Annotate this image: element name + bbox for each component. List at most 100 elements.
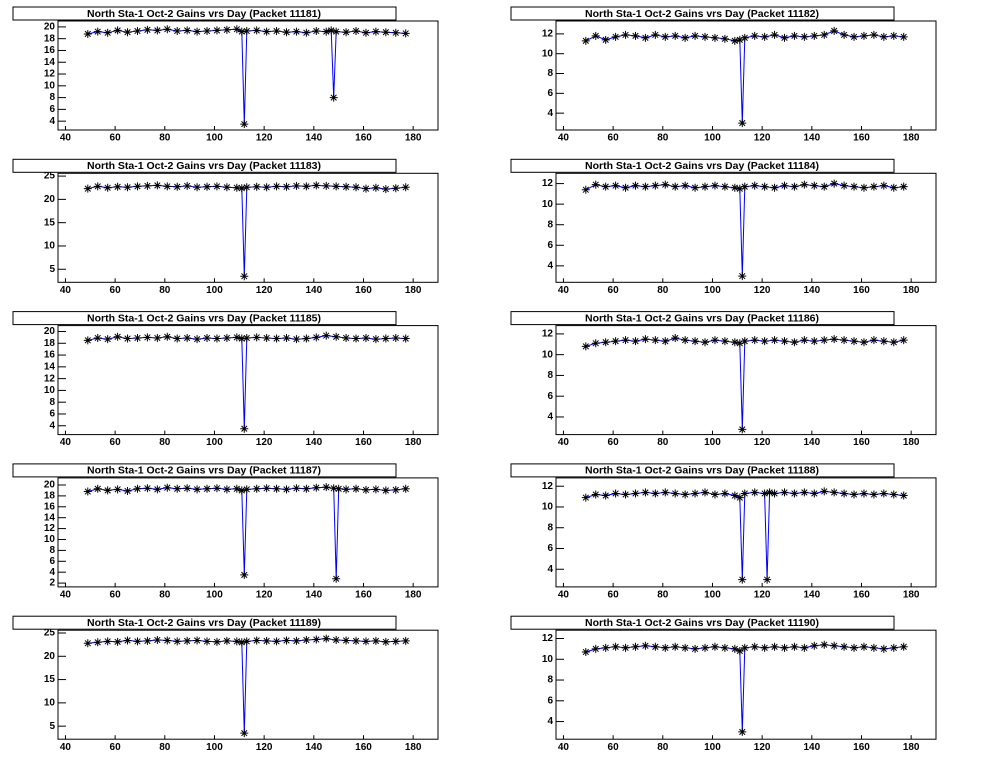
x-tick-label: 60 [110, 590, 122, 601]
x-tick-label: 120 [256, 742, 273, 753]
y-tick-label: 12 [542, 633, 554, 644]
marker [361, 184, 370, 193]
marker [282, 485, 291, 494]
marker [671, 489, 680, 498]
x-tick-label: 60 [608, 285, 620, 296]
marker [631, 642, 640, 651]
marker [83, 639, 92, 648]
y-tick-label: 5 [49, 721, 55, 732]
marker [143, 636, 152, 645]
marker [371, 27, 380, 36]
y-tick-label: 25 [44, 628, 56, 639]
marker [591, 490, 600, 499]
marker [859, 489, 868, 498]
marker [143, 181, 152, 190]
marker [163, 25, 172, 34]
marker [93, 333, 102, 342]
y-tick-label: 6 [49, 409, 55, 420]
marker [262, 484, 271, 493]
marker [720, 34, 729, 43]
marker [322, 483, 331, 492]
x-tick-label: 160 [355, 133, 372, 144]
marker [237, 27, 246, 36]
marker [810, 31, 819, 40]
x-tick-label: 120 [754, 590, 771, 601]
marker [661, 337, 670, 346]
x-tick-label: 40 [558, 590, 570, 601]
marker [329, 484, 338, 493]
marker [899, 32, 908, 41]
marker [232, 183, 241, 192]
x-tick-label: 60 [608, 590, 620, 601]
marker [212, 334, 221, 343]
marker [302, 635, 311, 644]
title-box [510, 158, 895, 173]
marker [153, 181, 162, 190]
marker [601, 35, 610, 44]
marker [352, 334, 361, 343]
marker [371, 636, 380, 645]
marker [292, 636, 301, 645]
marker [212, 484, 221, 493]
marker [401, 183, 410, 192]
x-tick-label: 100 [206, 285, 223, 296]
marker [810, 181, 819, 190]
chart-title: North Sta-1 Oct-2 Gains vrs Day (Packet … [585, 617, 819, 629]
x-tick-label: 160 [355, 590, 372, 601]
x-tick-label: 80 [159, 133, 171, 144]
marker [601, 491, 610, 500]
marker [240, 729, 249, 738]
marker [750, 31, 759, 40]
marker [730, 338, 739, 347]
marker [850, 490, 859, 499]
marker [651, 30, 660, 39]
marker [850, 32, 859, 41]
marker [750, 488, 759, 497]
title-box [510, 311, 895, 326]
marker [869, 336, 878, 345]
marker [720, 643, 729, 652]
marker [740, 337, 749, 346]
marker [193, 335, 202, 344]
y-tick-label: 20 [44, 651, 56, 662]
x-tick-label: 180 [405, 285, 422, 296]
marker [889, 490, 898, 499]
marker [352, 27, 361, 36]
marker [581, 493, 590, 502]
marker [342, 485, 351, 494]
marker [113, 637, 122, 646]
marker [282, 636, 291, 645]
marker [701, 32, 710, 41]
marker [740, 643, 749, 652]
y-tick-label: 12 [44, 373, 56, 384]
marker [651, 489, 660, 498]
marker [899, 642, 908, 651]
chart-title: North Sta-1 Oct-2 Gains vrs Day (Packet … [87, 160, 321, 172]
marker [103, 183, 112, 192]
x-tick-label: 100 [704, 742, 721, 753]
marker [381, 185, 390, 194]
marker [738, 575, 747, 584]
panel: 4 6 8 10 12 40 60 80 100 120 140 160 180 North Sta-1 … [510, 6, 937, 144]
marker [93, 27, 102, 36]
y-tick-label: 10 [44, 698, 56, 709]
marker [750, 336, 759, 345]
marker [237, 486, 246, 495]
marker [133, 484, 142, 493]
panel: 4 6 8 10 12 40 60 80 100 120 140 160 180 North Sta-1 … [510, 463, 937, 601]
marker [212, 26, 221, 35]
marker [611, 337, 620, 346]
marker [691, 337, 700, 346]
plot-frame [57, 477, 439, 588]
marker [391, 28, 400, 37]
x-tick-label: 180 [405, 437, 422, 448]
marker [899, 336, 908, 345]
marker [361, 485, 370, 494]
marker [790, 182, 799, 191]
marker [272, 637, 281, 646]
y-tick-label: 4 [547, 260, 553, 271]
marker [232, 484, 241, 493]
marker [710, 490, 719, 499]
marker [840, 30, 849, 39]
